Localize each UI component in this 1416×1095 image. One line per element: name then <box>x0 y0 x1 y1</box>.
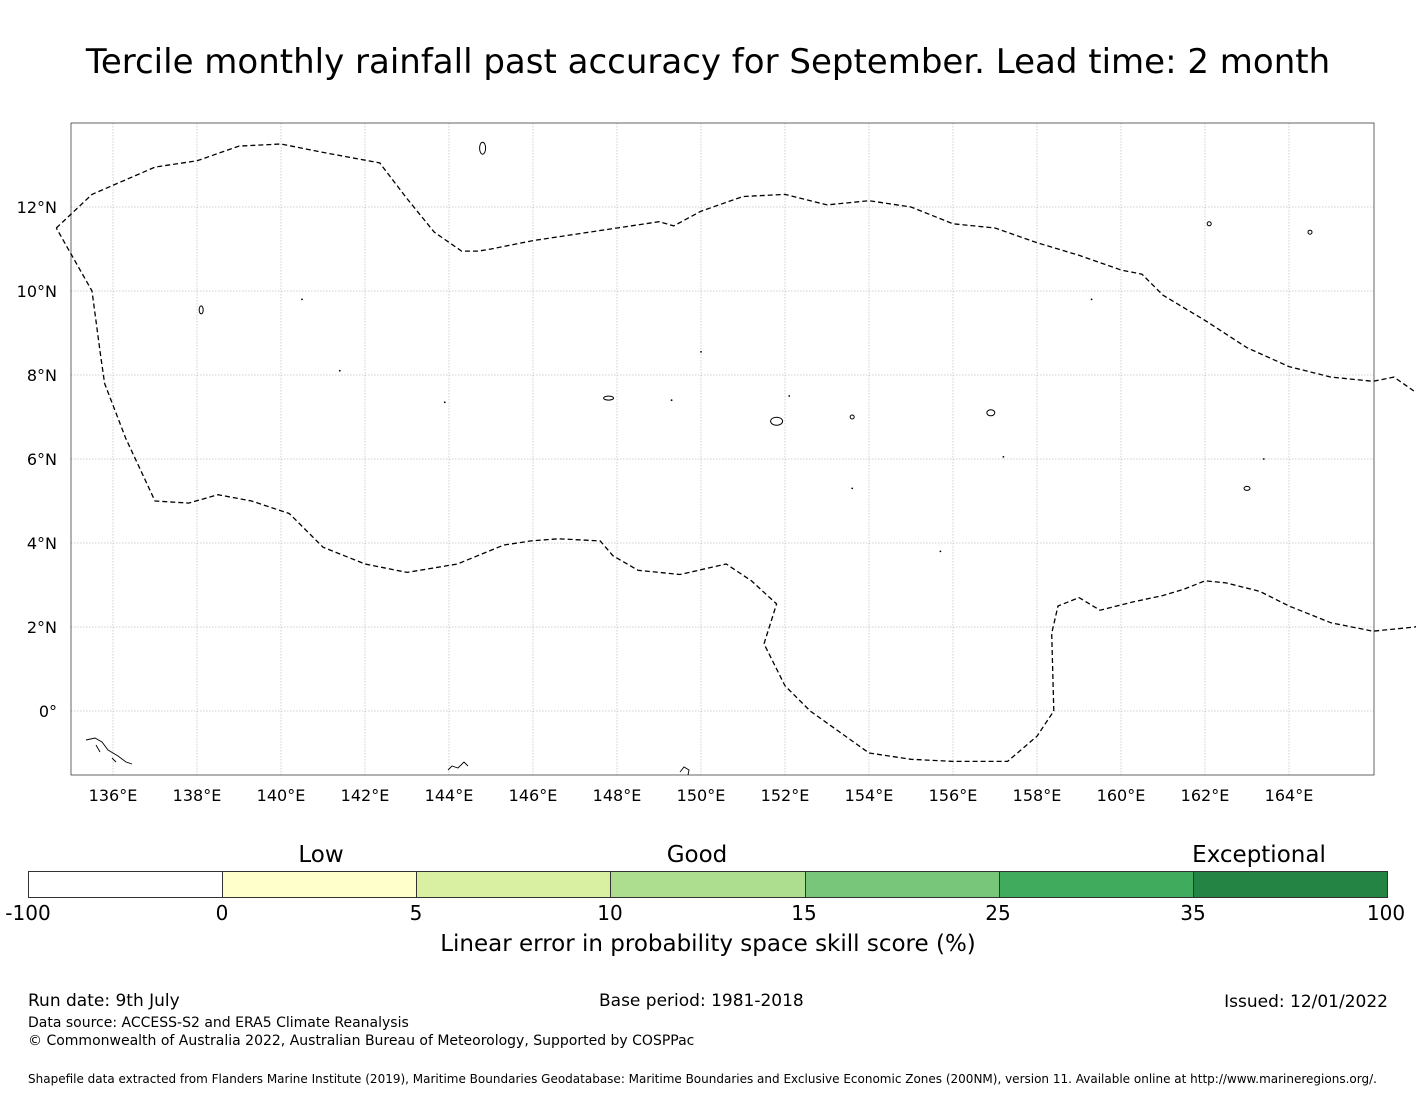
island <box>198 305 204 315</box>
longitude-label: 164°E <box>1265 786 1314 805</box>
island <box>1307 229 1313 235</box>
colorbar-segment <box>999 872 1194 897</box>
island <box>603 395 615 401</box>
latitude-label: 6°N <box>27 450 57 469</box>
colorbar-tick: 5 <box>409 901 423 925</box>
island <box>1090 298 1093 301</box>
island <box>1206 221 1212 227</box>
latitude-label: 0° <box>39 702 57 721</box>
island <box>986 409 996 417</box>
latitude-label: 12°N <box>17 198 57 217</box>
island <box>1243 485 1251 491</box>
chart-title: Tercile monthly rainfall past accuracy f… <box>85 42 1331 82</box>
longitude-label: 144°E <box>425 786 474 805</box>
shapefile-credit: Shapefile data extracted from Flanders M… <box>28 1072 1377 1086</box>
colorbar-segment <box>223 872 418 897</box>
latitude-label: 2°N <box>27 618 57 637</box>
colorbar-tick: 0 <box>215 901 229 925</box>
longitude-label: 152°E <box>761 786 810 805</box>
islands <box>85 141 1313 776</box>
colorbar-category-good: Good <box>666 842 728 868</box>
map-frame <box>70 122 1375 776</box>
colorbar-segment <box>1193 872 1387 897</box>
island <box>338 369 341 372</box>
copyright: © Commonwealth of Australia 2022, Austra… <box>28 1033 695 1049</box>
longitude-label: 160°E <box>1097 786 1146 805</box>
colorbar-segment <box>611 872 806 897</box>
colorbar-category-exceptional: Exceptional <box>1192 842 1326 868</box>
island <box>1262 458 1265 460</box>
colorbar-tick: 10 <box>597 901 623 925</box>
run-date: Run date: 9th July <box>28 991 180 1011</box>
longitude-labels: 136°E 138°E 140°E 142°E 144°E 146°E 148°E 150°E… <box>89 786 1314 805</box>
base-period: Base period: 1981-2018 <box>599 991 804 1011</box>
coastline <box>447 761 469 771</box>
longitude-label: 140°E <box>257 786 306 805</box>
longitude-label: 158°E <box>1013 786 1062 805</box>
colorbar-segment <box>805 872 1000 897</box>
island <box>301 298 303 301</box>
island <box>770 416 784 426</box>
colorbar-segment <box>417 872 612 897</box>
gridlines <box>71 123 1374 775</box>
eez-boundary <box>55 143 1416 763</box>
latitude-label: 8°N <box>27 366 57 385</box>
longitude-label: 136°E <box>89 786 138 805</box>
longitude-label: 156°E <box>929 786 978 805</box>
island <box>788 395 791 397</box>
longitude-label: 142°E <box>341 786 390 805</box>
colorbar-tick: 25 <box>985 901 1011 925</box>
island <box>479 141 487 155</box>
island <box>670 399 673 402</box>
latitude-labels: 12°N 10°N 8°N 6°N 4°N 2°N 0° <box>17 198 57 721</box>
island <box>939 550 942 553</box>
colorbar-tick: 35 <box>1180 901 1206 925</box>
island <box>443 401 446 404</box>
longitude-label: 154°E <box>845 786 894 805</box>
island <box>700 351 702 353</box>
issued-date: Issued: 12/01/2022 <box>1224 992 1388 1012</box>
island <box>1002 456 1005 458</box>
longitude-label: 148°E <box>593 786 642 805</box>
island <box>851 487 854 490</box>
longitude-label: 146°E <box>509 786 558 805</box>
data-source: Data source: ACCESS-S2 and ERA5 Climate … <box>28 1015 409 1031</box>
coastline <box>85 737 133 765</box>
longitude-label: 162°E <box>1181 786 1230 805</box>
colorbar-category-low: Low <box>298 842 344 868</box>
island <box>849 414 855 420</box>
colorbar-segment <box>29 872 224 897</box>
longitude-label: 150°E <box>677 786 726 805</box>
colorbar-label: Linear error in probability space skill … <box>440 931 976 957</box>
colorbar <box>28 871 1388 898</box>
latitude-label: 4°N <box>27 534 57 553</box>
skill-score-map: 136°E 138°E 140°E 142°E 144°E 146°E 148°E 150°E… <box>17 122 1416 805</box>
colorbar-tick: -100 <box>5 901 51 925</box>
colorbar-tick: 100 <box>1366 901 1406 925</box>
colorbar-tick: 15 <box>791 901 817 925</box>
longitude-label: 138°E <box>173 786 222 805</box>
latitude-label: 10°N <box>17 282 57 301</box>
coastline <box>679 766 690 776</box>
